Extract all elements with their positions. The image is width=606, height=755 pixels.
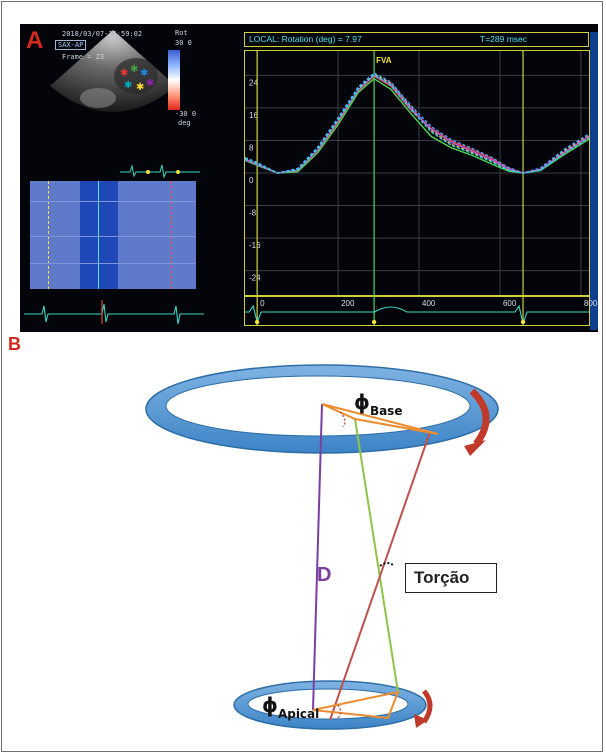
phi-apical-label: ϕApical xyxy=(262,693,320,722)
y-tick-label: -24 xyxy=(249,274,261,283)
colorbar-title: Rot xyxy=(175,29,188,37)
x-tick-label: 600 xyxy=(503,299,517,308)
screen-right-edge xyxy=(590,32,598,330)
chart-ecg-trace xyxy=(245,304,589,327)
red-line xyxy=(329,431,431,721)
svg-text:✱: ✱ xyxy=(140,68,148,79)
m-mode-strip xyxy=(30,181,196,289)
echo-view-badge: SAX-AP xyxy=(55,40,87,50)
torsion-angle-arc xyxy=(379,562,395,567)
y-tick-label: -16 xyxy=(249,241,261,250)
chart-header-label: LOCAL: Rotation (deg) = 7.97 xyxy=(249,34,362,44)
m-mode-ecg xyxy=(24,300,204,325)
torsion-label-box: Torção xyxy=(405,563,497,593)
phi-base-subscript: Base xyxy=(369,404,403,419)
phi-base-label: ϕBase xyxy=(354,390,403,419)
svg-text:✱: ✱ xyxy=(120,68,128,79)
apical-angle-triangle xyxy=(312,690,400,720)
ecg-event-dot xyxy=(520,319,526,325)
base-rotation-arrow xyxy=(469,388,490,447)
base-angle-triangle xyxy=(321,403,439,435)
svg-text:✱: ✱ xyxy=(130,64,138,75)
chart-ecg-frame xyxy=(244,296,590,326)
x-tick-label: 400 xyxy=(422,299,436,308)
colorbar xyxy=(168,50,180,110)
echo-mini-ecg xyxy=(120,164,200,179)
distance-label: D xyxy=(317,564,332,586)
phi-apical-subscript: Apical xyxy=(277,707,320,722)
distance-line xyxy=(312,403,323,711)
svg-text:✱: ✱ xyxy=(124,80,132,91)
chart-header-time: T=289 msec xyxy=(480,34,528,44)
chart-header: LOCAL: Rotation (deg) = 7.97 T=289 msec xyxy=(244,32,589,47)
rotation-series-line xyxy=(244,74,590,174)
panel-a-letter: A xyxy=(26,27,44,54)
y-tick-label: 16 xyxy=(249,111,258,120)
colorbar-top-value: 30 0 xyxy=(175,39,192,47)
svg-text:✱: ✱ xyxy=(146,78,154,89)
echo-frame-number: Frame = 23 xyxy=(62,53,105,61)
echo-timestamp: 2018/03/07-15:59:02 xyxy=(62,30,143,38)
phi-apical-symbol: ϕ xyxy=(262,693,278,717)
fva-annotation: FVA xyxy=(376,56,392,65)
green-line xyxy=(354,418,399,693)
colorbar-bottom-value: -30 0 xyxy=(175,110,197,118)
y-tick-label: 0 xyxy=(249,176,254,185)
y-tick-label: 24 xyxy=(249,78,258,87)
y-tick-label: 8 xyxy=(249,143,254,152)
y-tick-label: -8 xyxy=(249,209,257,218)
x-tick-label: 200 xyxy=(341,299,355,308)
x-tick-label: 800 xyxy=(584,299,598,308)
echo-sector-image xyxy=(50,30,176,112)
svg-text:✱: ✱ xyxy=(136,82,144,93)
phi-base-symbol: ϕ xyxy=(354,390,370,414)
rotation-chart-frame xyxy=(244,50,590,296)
colorbar-unit: deg xyxy=(178,119,191,127)
panel-b-letter: B xyxy=(8,334,21,354)
ecg-event-dot xyxy=(254,319,260,325)
speckle-markers: ✱ ✱ ✱ ✱ ✱ ✱ xyxy=(120,64,154,93)
x-tick-label: 0 xyxy=(260,299,265,308)
ecg-event-dot xyxy=(371,319,377,325)
torsion-label: Torção xyxy=(414,568,470,587)
